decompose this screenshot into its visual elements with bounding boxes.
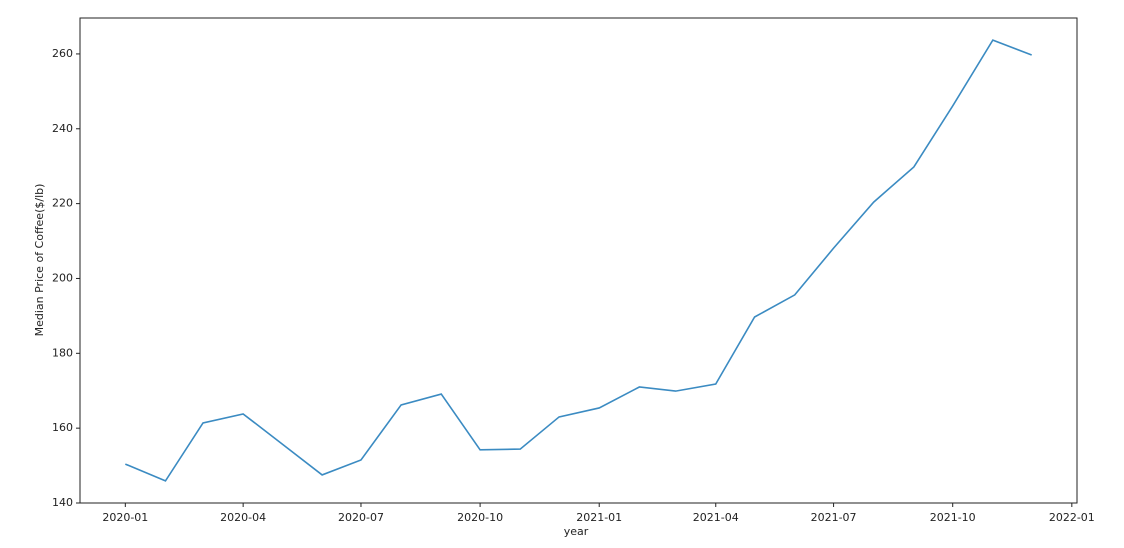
y-tick-label: 200 [52, 271, 73, 284]
y-tick-label: 220 [52, 197, 73, 210]
y-tick-label: 160 [52, 421, 73, 434]
y-tick-label: 180 [52, 346, 73, 359]
plot-frame [79, 17, 1078, 504]
x-tick-label: 2020-07 [338, 511, 384, 524]
x-tick-label: 2022-01 [1049, 511, 1095, 524]
y-tick-label: 260 [52, 47, 73, 60]
y-tick-label: 140 [52, 496, 73, 509]
x-tick-label: 2021-07 [811, 511, 857, 524]
x-tick-label: 2021-04 [693, 511, 739, 524]
y-axis-label: Median Price of Coffee($/lb) [33, 184, 46, 337]
y-tick-label: 240 [52, 122, 73, 135]
x-tick-label: 2020-10 [457, 511, 503, 524]
x-tick-label: 2020-04 [220, 511, 266, 524]
x-tick-label: 2021-01 [576, 511, 622, 524]
x-tick-label: 2020-01 [102, 511, 148, 524]
line-series [125, 39, 1032, 482]
x-tick-label: 2021-10 [930, 511, 976, 524]
x-axis-label: year [564, 525, 589, 538]
